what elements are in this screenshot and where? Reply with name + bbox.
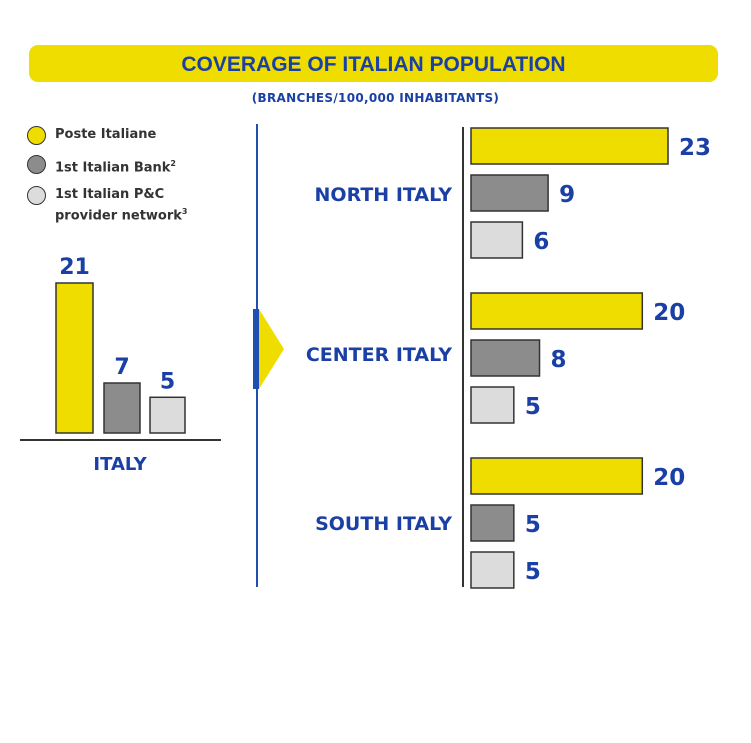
region-bar-0-1 [470, 174, 549, 212]
region-bar-2-1 [470, 504, 515, 542]
legend-item-bank: 1st Italian Bank2 [27, 155, 176, 176]
chart-subtitle: (BRANCHES/100,000 INHABITANTS) [251, 91, 500, 105]
italy-bar-label-0: 21 [59, 255, 90, 280]
region-label-2: SOUTH ITALY [315, 513, 452, 535]
region-bar-2-0 [470, 457, 644, 495]
region-bar-label-1-1: 8 [551, 347, 567, 373]
region-bar-0-2 [470, 221, 524, 259]
region-bar-1-2 [470, 386, 515, 424]
legend-label-poste: Poste Italiane [55, 127, 157, 142]
italy-bar-label-2: 5 [160, 369, 175, 394]
divider-arrow [253, 124, 284, 587]
italy-bar-2 [149, 396, 186, 434]
region-bar-label-0-0: 23 [679, 135, 711, 161]
region-bar-0-0 [470, 127, 669, 165]
region-bar-label-2-0: 20 [653, 465, 685, 491]
region-bar-1-1 [470, 339, 541, 377]
region-label-1: CENTER ITALY [306, 344, 452, 366]
region-label-0: NORTH ITALY [315, 184, 453, 206]
region-bar-label-0-1: 9 [559, 182, 575, 208]
arrow-head [259, 309, 284, 389]
italy-bar-chart: 21 7 5 ITALY [20, 255, 221, 475]
legend-swatch-poste [27, 126, 46, 145]
region-bar-label-1-0: 20 [653, 300, 685, 326]
region-bar-label-2-1: 5 [525, 512, 541, 538]
legend-swatch-pc [27, 186, 46, 205]
chart-title: COVERAGE OF ITALIAN POPULATION [181, 53, 566, 76]
region-bar-label-2-2: 5 [525, 559, 541, 585]
italy-bar-0 [55, 282, 94, 434]
legend-item-pc: 1st Italian P&C provider network3 [27, 186, 205, 224]
region-bar-2-2 [470, 551, 515, 589]
region-bar-label-0-2: 6 [533, 229, 549, 255]
italy-bar-1 [103, 382, 141, 434]
italy-category-label: ITALY [93, 454, 147, 475]
title-banner: COVERAGE OF ITALIAN POPULATION [29, 45, 718, 82]
region-bar-1-0 [470, 292, 644, 330]
region-bar-label-1-2: 5 [525, 394, 541, 420]
legend-label-pc: 1st Italian P&C provider network3 [55, 187, 188, 224]
legend-swatch-bank [27, 155, 46, 174]
arrow-bar [253, 309, 259, 389]
italy-bar-label-1: 7 [114, 355, 129, 380]
legend-item-poste: Poste Italiane [27, 126, 156, 145]
legend-label-bank: 1st Italian Bank2 [55, 159, 176, 176]
